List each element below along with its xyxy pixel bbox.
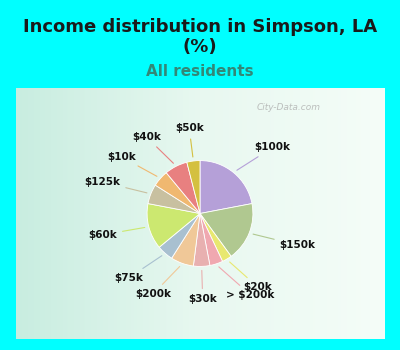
Wedge shape	[155, 173, 200, 214]
Wedge shape	[200, 161, 252, 214]
Text: $40k: $40k	[132, 132, 174, 163]
Wedge shape	[147, 204, 200, 247]
Wedge shape	[148, 185, 200, 214]
Text: City-Data.com: City-Data.com	[257, 103, 321, 112]
Wedge shape	[193, 214, 210, 266]
Wedge shape	[172, 214, 200, 266]
Text: $150k: $150k	[253, 234, 316, 250]
Text: > $200k: > $200k	[219, 267, 275, 300]
Wedge shape	[187, 161, 200, 214]
Wedge shape	[200, 214, 222, 266]
Text: All residents: All residents	[146, 64, 254, 79]
Text: $75k: $75k	[114, 256, 162, 283]
Text: $50k: $50k	[175, 124, 204, 157]
Wedge shape	[166, 162, 200, 214]
Text: $60k: $60k	[88, 228, 145, 240]
Text: $125k: $125k	[84, 177, 147, 193]
Text: $30k: $30k	[188, 271, 217, 304]
Text: Income distribution in Simpson, LA
(%): Income distribution in Simpson, LA (%)	[23, 18, 377, 56]
Text: $100k: $100k	[237, 142, 291, 170]
Wedge shape	[200, 214, 231, 261]
Text: $200k: $200k	[135, 266, 180, 299]
Wedge shape	[159, 214, 200, 258]
Text: $10k: $10k	[107, 152, 157, 176]
Wedge shape	[200, 204, 253, 256]
Text: $20k: $20k	[230, 262, 272, 292]
